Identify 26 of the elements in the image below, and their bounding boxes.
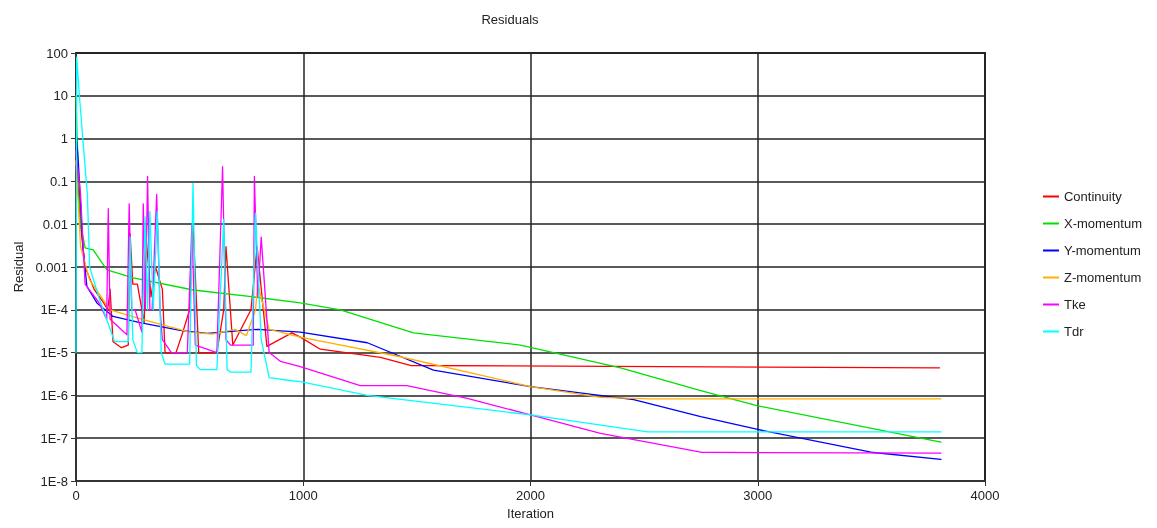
y-tick-label: 1E-6 [40,387,68,403]
legend-label: Y-momentum [1063,243,1141,258]
legend-label: Z-momentum [1063,270,1142,285]
y-tick-label: 1 [60,131,68,147]
x-tick-label: 0 [72,488,80,503]
y-tick-label: 0.001 [35,259,68,275]
y-tick-label: 1E-4 [40,302,68,318]
x-axis-title: Iteration [507,506,554,521]
y-tick-label: 1E-7 [40,430,68,446]
y-tick-label: 10 [53,88,68,104]
chart-title: Residuals [481,12,540,27]
x-tick-label: 2000 [516,488,545,503]
y-tick-label: 0.01 [42,216,68,232]
x-tick-label: 3000 [743,488,773,503]
y-tick-label: 0.1 [49,173,68,189]
y-tick-label: 1E-5 [40,345,68,361]
x-tick-label: 4000 [970,488,1000,503]
y-axis-title: Residual [10,241,26,293]
legend-label: Continuity [1063,189,1123,204]
y-tick-label: 100 [46,45,68,61]
legend-label: X-momentum [1063,216,1143,231]
y-tick-label: 1E-8 [40,473,68,489]
line-series [75,160,942,400]
x-tick-label: 1000 [288,488,318,503]
legend-label: Tdr [1063,324,1085,339]
legend-label: Tke [1063,297,1086,312]
